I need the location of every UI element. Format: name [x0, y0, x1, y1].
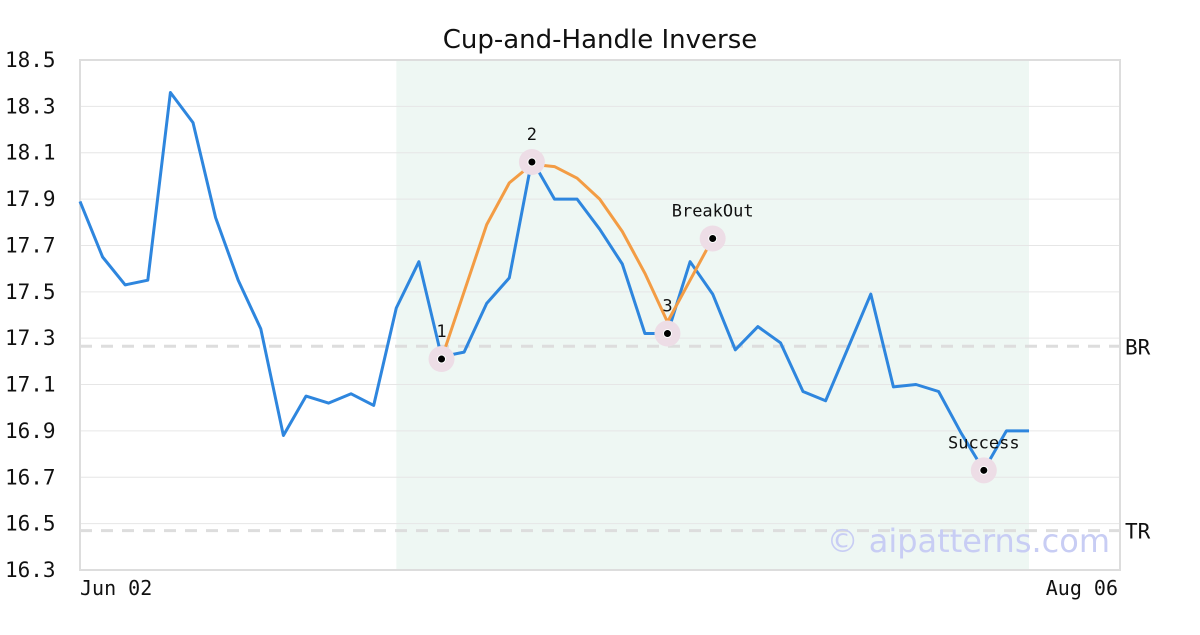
y-tick-label: 18.1 [5, 141, 56, 165]
highlight-band [396, 60, 1029, 570]
marker-label: BreakOut [672, 202, 754, 222]
y-tick-label: 17.9 [5, 187, 56, 211]
x-tick-label: Aug 06 [1046, 576, 1118, 600]
highlight-band-layer [396, 60, 1029, 570]
marker-label: 3 [662, 297, 672, 317]
x-tick-label: Jun 02 [80, 576, 152, 600]
y-tick-label: 18.5 [5, 48, 56, 72]
marker-dot [980, 467, 987, 474]
marker-dot [709, 235, 716, 242]
y-tick-label: 18.3 [5, 94, 56, 118]
reference-line-label: TR [1125, 520, 1151, 544]
chart-title: Cup-and-Handle Inverse [443, 25, 758, 55]
marker-dot [438, 356, 445, 363]
marker-dot [528, 159, 535, 166]
y-tick-label: 16.9 [5, 419, 56, 443]
y-tick-label: 16.7 [5, 465, 56, 489]
y-tick-label: 17.3 [5, 326, 56, 350]
y-tick-label: 17.7 [5, 233, 56, 257]
marker-label: 1 [436, 322, 446, 342]
y-tick-label: 16.5 [5, 512, 56, 536]
marker-label: 2 [527, 125, 537, 145]
y-tick-label: 16.3 [5, 558, 56, 582]
watermark: © aipatterns.com [827, 522, 1110, 560]
reference-line-label: BR [1125, 335, 1151, 359]
marker-label: Success [948, 433, 1020, 453]
y-tick-label: 17.1 [5, 373, 56, 397]
y-tick-label: 17.5 [5, 280, 56, 304]
marker-dot [664, 330, 671, 337]
